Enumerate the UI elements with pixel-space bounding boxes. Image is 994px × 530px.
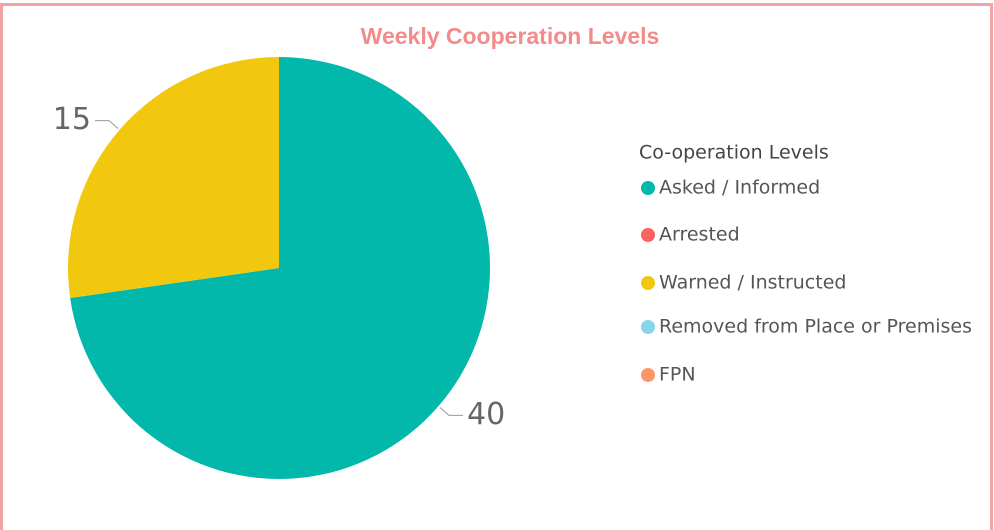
legend-marker — [641, 228, 655, 242]
legend-marker — [641, 181, 655, 195]
legend-marker — [641, 276, 655, 290]
legend-label: Removed from Place or Premises — [659, 316, 972, 338]
leader-line — [94, 120, 119, 129]
chart-title: Weekly Cooperation Levels — [361, 23, 660, 49]
legend-label: Asked / Informed — [659, 177, 820, 199]
pie-slice — [70, 57, 491, 479]
legend-marker — [641, 320, 655, 334]
legend-label: Arrested — [659, 224, 740, 246]
data-label: 40 — [467, 397, 505, 432]
legend-marker — [641, 368, 655, 382]
legend-title: Co-operation Levels — [639, 142, 829, 164]
frame — [0, 3, 993, 530]
leader-line — [439, 407, 464, 416]
legend-label: Warned / Instructed — [659, 272, 846, 294]
data-label: 15 — [53, 102, 91, 137]
pie-slice — [67, 57, 279, 299]
legend-label: FPN — [659, 364, 696, 386]
